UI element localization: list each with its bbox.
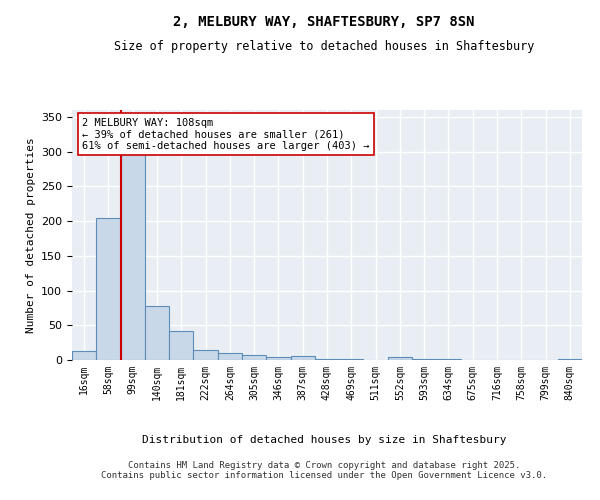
Text: 2, MELBURY WAY, SHAFTESBURY, SP7 8SN: 2, MELBURY WAY, SHAFTESBURY, SP7 8SN: [173, 15, 475, 29]
Text: 2 MELBURY WAY: 108sqm
← 39% of detached houses are smaller (261)
61% of semi-det: 2 MELBURY WAY: 108sqm ← 39% of detached …: [82, 118, 370, 150]
Bar: [558, 358, 582, 360]
Bar: [388, 357, 412, 360]
Text: Distribution of detached houses by size in Shaftesbury: Distribution of detached houses by size …: [142, 435, 506, 445]
Bar: [242, 355, 266, 360]
Text: Contains HM Land Registry data © Crown copyright and database right 2025.
Contai: Contains HM Land Registry data © Crown c…: [101, 460, 547, 480]
Y-axis label: Number of detached properties: Number of detached properties: [26, 137, 35, 333]
Bar: [121, 128, 145, 360]
Bar: [193, 350, 218, 360]
Text: Size of property relative to detached houses in Shaftesbury: Size of property relative to detached ho…: [114, 40, 534, 53]
Bar: [218, 353, 242, 360]
Bar: [72, 351, 96, 360]
Bar: [315, 358, 339, 360]
Bar: [266, 356, 290, 360]
Bar: [339, 358, 364, 360]
Bar: [169, 331, 193, 360]
Bar: [96, 218, 121, 360]
Bar: [290, 356, 315, 360]
Bar: [145, 306, 169, 360]
